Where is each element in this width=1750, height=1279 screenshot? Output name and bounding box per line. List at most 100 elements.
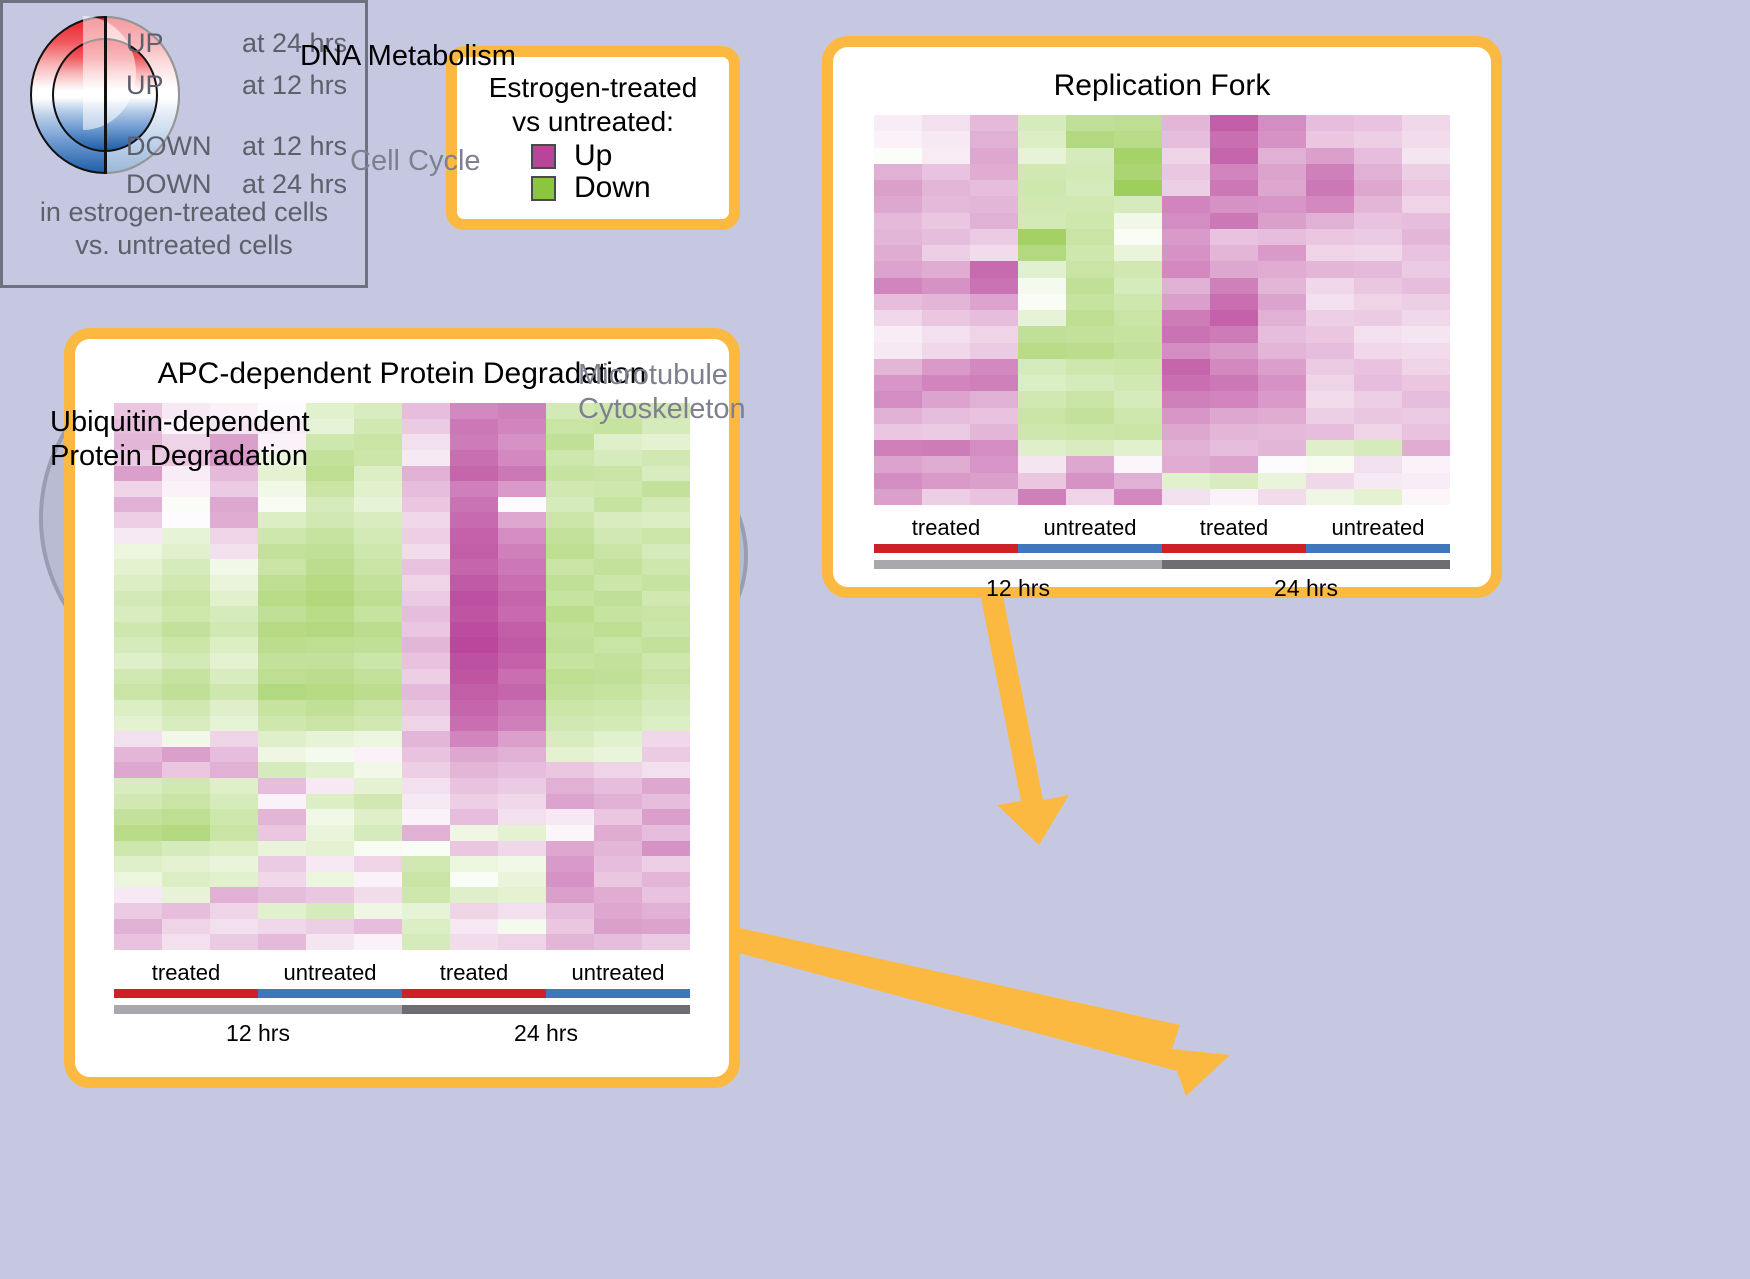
heatmap-cell: [1210, 342, 1258, 359]
heatmap-cell: [354, 699, 402, 716]
heatmap-cell: [306, 715, 354, 732]
heatmap-cell: [1402, 440, 1450, 457]
legend-time-down-12: at 12 hrs: [242, 131, 348, 161]
heatmap-cell: [210, 887, 258, 904]
heatmap-cell: [306, 528, 354, 544]
heatmap-cell: [498, 824, 546, 841]
heatmap-cell: [594, 778, 642, 794]
condition-color-bar: [1018, 544, 1162, 553]
heatmap-cell: [210, 715, 258, 732]
heatmap-cell: [306, 762, 354, 779]
heatmap-cell: [970, 375, 1018, 392]
heatmap-cell: [162, 528, 210, 544]
heatmap-cell: [1114, 472, 1162, 489]
heatmap-cell: [258, 403, 306, 419]
heatmap-cell: [642, 746, 690, 763]
heatmap-cell: [162, 418, 210, 435]
heatmap-cell: [874, 131, 922, 148]
legend-row-down-12: DOWN at 12 hrs: [126, 131, 347, 162]
apc-degradation-condition-bars: [114, 989, 690, 998]
heatmap-cell: [546, 528, 594, 544]
heatmap-cell: [258, 418, 306, 435]
heatmap-cell: [1114, 277, 1162, 294]
heatmap-cell: [306, 606, 354, 622]
heatmap-cell: [546, 637, 594, 654]
heatmap-cell: [1114, 358, 1162, 375]
heatmap-cell: [498, 543, 546, 560]
heatmap-cell: [1162, 212, 1210, 229]
up-down-legend-title: Estrogen-treated vs untreated:: [457, 71, 729, 139]
heatmap-cell: [162, 465, 210, 482]
heatmap-cell: [1354, 407, 1402, 424]
heatmap-cell: [922, 196, 970, 213]
condition-label: untreated: [1331, 515, 1425, 540]
heatmap-cell: [210, 590, 258, 607]
heatmap-cell: [258, 934, 306, 950]
heatmap-cell: [354, 434, 402, 450]
heatmap-cell: [1402, 163, 1450, 180]
timepoint-color-bar: [874, 560, 1162, 569]
heatmap-cell: [210, 918, 258, 935]
heatmap-cell: [402, 465, 450, 482]
heatmap-cell: [258, 731, 306, 747]
heatmap-cell: [970, 488, 1018, 505]
heatmap-cell: [402, 449, 450, 466]
heatmap-cell: [1018, 358, 1066, 375]
heatmap-cell: [1402, 342, 1450, 359]
heatmap-cell: [642, 668, 690, 685]
heatmap-cell: [354, 856, 402, 872]
heatmap-cell: [546, 840, 594, 857]
heatmap-cell: [642, 871, 690, 888]
heatmap-cell: [450, 809, 498, 825]
heatmap-cell: [594, 481, 642, 497]
heatmap-cell: [970, 391, 1018, 408]
heatmap-cell: [1258, 326, 1306, 343]
heatmap-cell: [922, 245, 970, 262]
heatmap-cell: [402, 559, 450, 575]
heatmap-cell: [922, 212, 970, 229]
heatmap-cell: [114, 762, 162, 779]
timepoint-label: 24 hrs: [514, 1020, 578, 1046]
heatmap-cell: [922, 391, 970, 408]
heatmap-cell: [162, 543, 210, 560]
heatmap-cell: [162, 934, 210, 950]
heatmap-cell: [258, 637, 306, 654]
heatmap-cell: [450, 418, 498, 435]
apc-degradation-heatmap: [114, 403, 690, 950]
condition-color-bar: [402, 989, 546, 998]
heatmap-cell: [114, 434, 162, 450]
heatmap-cell: [546, 809, 594, 825]
heatmap-cell: [874, 115, 922, 132]
heatmap-cell: [114, 668, 162, 685]
legend-time-up-24: at 24 hrs: [242, 28, 348, 58]
heatmap-cell: [306, 699, 354, 716]
heatmap-cell: [114, 637, 162, 654]
heatmap-cell: [498, 699, 546, 716]
heatmap-cell: [450, 699, 498, 716]
heatmap-cell: [1018, 440, 1066, 457]
heatmap-cell: [1114, 326, 1162, 343]
heatmap-cell: [1402, 375, 1450, 392]
heatmap-cell: [970, 147, 1018, 164]
heatmap-cell: [1258, 488, 1306, 505]
heatmap-cell: [498, 871, 546, 888]
heatmap-cell: [594, 543, 642, 560]
heatmap-cell: [1306, 472, 1354, 489]
heatmap-cell: [162, 778, 210, 794]
heatmap-cell: [306, 934, 354, 950]
heatmap-cell: [546, 856, 594, 872]
heatmap-cell: [1306, 245, 1354, 262]
heatmap-cell: [402, 543, 450, 560]
heatmap-cell: [1402, 456, 1450, 473]
heatmap-cell: [874, 228, 922, 245]
heatmap-cell: [1018, 212, 1066, 229]
heatmap-cell: [546, 668, 594, 685]
heatmap-cell: [354, 934, 402, 950]
heatmap-cell: [354, 574, 402, 591]
heatmap-cell: [546, 418, 594, 435]
heatmap-cell: [1306, 488, 1354, 505]
heatmap-cell: [258, 528, 306, 544]
heatmap-cell: [402, 809, 450, 825]
heatmap-cell: [970, 163, 1018, 180]
heatmap-cell: [162, 887, 210, 904]
